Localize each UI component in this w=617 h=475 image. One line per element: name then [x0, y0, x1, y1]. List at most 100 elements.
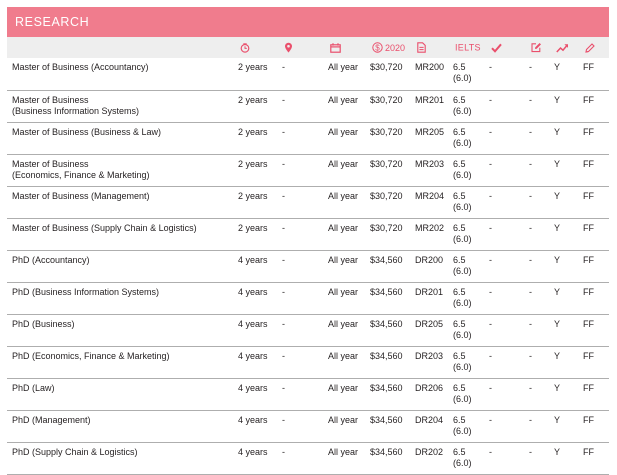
course-intake: All year	[328, 382, 359, 393]
header-entry	[489, 37, 529, 58]
course-name: Master of Business (Business & Law)	[12, 126, 162, 137]
course-ielts: 6.5 (6.0)	[453, 62, 472, 83]
header-location	[282, 37, 328, 58]
table-header: $2020 IELTS	[7, 37, 609, 58]
table-row: PhD (Supply Chain & Logistics) 4 years -…	[7, 442, 609, 474]
course-duration: 2 years	[238, 222, 268, 233]
course-career: Y	[554, 94, 561, 105]
course-entry: -	[489, 414, 492, 425]
course-duration: 4 years	[238, 414, 268, 425]
course-entry: -	[489, 446, 492, 457]
table-row: PhD (Management) 4 years - All year $34,…	[7, 410, 609, 442]
table-row: PhD (Law) 4 years - All year $34,560 DR2…	[7, 378, 609, 410]
course-ielts: 6.5 (6.0)	[453, 222, 472, 244]
course-name: Master of Business (Accountancy)	[12, 62, 149, 72]
header-code	[415, 37, 453, 58]
course-intake: All year	[328, 222, 359, 233]
course-fee: $30,720	[370, 190, 403, 201]
course-ielts: 6.5 (6.0)	[453, 94, 472, 116]
course-intake: All year	[328, 126, 359, 137]
course-duration: 4 years	[238, 318, 268, 329]
edit-icon	[531, 43, 541, 53]
header-intake	[328, 37, 370, 58]
course-career: Y	[554, 446, 561, 457]
course-apply: -	[529, 222, 532, 233]
course-apply: -	[529, 382, 532, 393]
course-career: Y	[554, 190, 561, 201]
course-ielts: 6.5 (6.0)	[453, 254, 472, 276]
course-ielts: 6.5 (6.0)	[453, 126, 472, 148]
course-ielts: 6.5 (6.0)	[453, 318, 472, 340]
course-apply: -	[529, 318, 532, 329]
course-intake: All year	[328, 446, 359, 457]
svg-text:$: $	[375, 43, 380, 52]
course-fee-type: FF	[583, 382, 594, 393]
course-career: Y	[554, 126, 561, 137]
course-duration: 4 years	[238, 254, 268, 265]
table-row: PhD (Business) 4 years - All year $34,56…	[7, 314, 609, 346]
course-entry: -	[489, 254, 492, 265]
course-fee-type: FF	[583, 254, 594, 265]
course-apply: -	[529, 62, 532, 72]
course-location: -	[282, 286, 285, 297]
course-intake: All year	[328, 318, 359, 329]
course-fee: $34,560	[370, 286, 403, 297]
course-duration: 2 years	[238, 62, 268, 72]
course-duration: 4 years	[238, 286, 268, 297]
course-duration: 2 years	[238, 94, 268, 105]
course-fee-type: FF	[583, 286, 594, 297]
course-code: DR204	[415, 414, 444, 425]
course-intake: All year	[328, 350, 359, 361]
course-location: -	[282, 62, 285, 72]
course-entry: -	[489, 94, 492, 105]
header-fee-type	[583, 37, 609, 58]
course-entry: -	[489, 286, 492, 297]
course-fee: $34,560	[370, 318, 403, 329]
course-apply: -	[529, 286, 532, 297]
header-duration	[238, 37, 282, 58]
course-code: DR202	[415, 446, 444, 457]
course-fee-type: FF	[583, 158, 594, 169]
header-fee: $2020	[370, 37, 415, 58]
course-name: Master of Business (Economics, Finance & …	[12, 158, 150, 180]
course-duration: 4 years	[238, 350, 268, 361]
table-row: PhD (Business Information Systems) 4 yea…	[7, 282, 609, 314]
course-fee: $30,720	[370, 158, 403, 169]
course-apply: -	[529, 190, 532, 201]
calendar-icon	[330, 43, 341, 53]
course-entry: -	[489, 318, 492, 329]
course-fee: $34,560	[370, 446, 403, 457]
course-duration: 4 years	[238, 446, 268, 457]
checkmark-icon	[491, 43, 502, 53]
course-fee: $30,720	[370, 62, 403, 72]
course-intake: All year	[328, 94, 359, 105]
header-apply	[529, 37, 554, 58]
table-row: Master of Business (Supply Chain & Logis…	[7, 218, 609, 250]
course-career: Y	[554, 382, 561, 393]
course-fee: $34,560	[370, 350, 403, 361]
clock-icon	[240, 43, 250, 53]
course-career: Y	[554, 318, 561, 329]
course-name: PhD (Business Information Systems)	[12, 286, 160, 297]
course-intake: All year	[328, 190, 359, 201]
course-code: MR200	[415, 62, 445, 72]
course-apply: -	[529, 94, 532, 105]
table-row: Master of Business (Business Information …	[7, 90, 609, 122]
course-apply: -	[529, 446, 532, 457]
course-intake: All year	[328, 254, 359, 265]
course-code: DR203	[415, 350, 444, 361]
course-career: Y	[554, 158, 561, 169]
trend-arrow-icon	[556, 44, 568, 53]
course-fee-type: FF	[583, 94, 594, 105]
course-ielts: 6.5 (6.0)	[453, 382, 472, 404]
course-location: -	[282, 446, 285, 457]
course-code: MR202	[415, 222, 445, 233]
course-fee: $34,560	[370, 254, 403, 265]
course-fee-type: FF	[583, 318, 594, 329]
course-ielts: 6.5 (6.0)	[453, 446, 472, 468]
course-location: -	[282, 318, 285, 329]
course-intake: All year	[328, 414, 359, 425]
course-fee-type: FF	[583, 222, 594, 233]
course-career: Y	[554, 62, 561, 72]
course-code: DR200	[415, 254, 444, 265]
